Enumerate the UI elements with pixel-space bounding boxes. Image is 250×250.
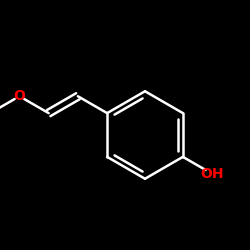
Text: O: O bbox=[14, 89, 25, 103]
Text: OH: OH bbox=[200, 167, 224, 181]
